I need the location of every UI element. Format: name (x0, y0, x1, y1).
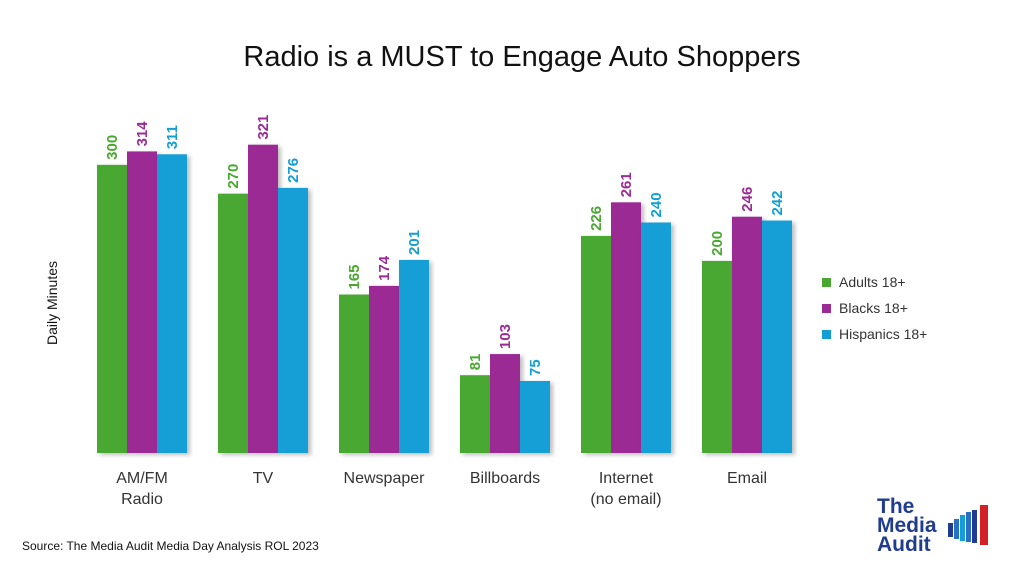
chart-title: Radio is a MUST to Engage Auto Shoppers (243, 41, 800, 73)
bar-4-2 (641, 222, 671, 453)
bar-1-2 (278, 187, 308, 454)
value-label-4-2: 240 (648, 192, 665, 217)
bar-2-1 (369, 285, 399, 453)
legend-label-1: Blacks 18+ (839, 300, 908, 316)
bars-group (97, 144, 792, 454)
category-label-4-1: (no email) (590, 491, 661, 508)
value-label-4-0: 226 (588, 206, 605, 231)
value-labels-group: 300 314 311 270 321 276 165 174 201 81 103 75 226 261… (104, 115, 786, 376)
bar-5-2 (762, 220, 792, 453)
bar-0-2 (157, 154, 187, 454)
category-label-4-0: Internet (599, 470, 654, 487)
logo-line-1: The (877, 495, 914, 518)
bar-4-1 (611, 202, 641, 453)
media-audit-logo: The Media Audit (877, 495, 988, 556)
bar-4-0 (581, 235, 611, 453)
legend-label-2: Hispanics 18+ (839, 326, 927, 342)
value-label-2-2: 201 (406, 230, 423, 255)
category-labels-group: AM/FM Radio TV Newspaper Billboards Internet (… (116, 470, 767, 508)
value-label-5-0: 200 (709, 231, 726, 256)
bar-3-1 (490, 354, 520, 453)
value-label-3-2: 75 (527, 359, 544, 376)
value-label-1-2: 276 (285, 158, 302, 183)
value-label-5-2: 242 (769, 191, 786, 216)
legend-swatch-1 (822, 304, 831, 313)
logo-line-2: Media (877, 514, 937, 537)
value-label-4-1: 261 (618, 172, 635, 197)
legend: Adults 18+ Blacks 18+ Hispanics 18+ (822, 274, 927, 342)
value-label-1-1: 321 (255, 115, 272, 140)
category-label-0-0: AM/FM (116, 470, 168, 487)
logo-bars-icon (948, 505, 988, 545)
category-label-5-0: Email (727, 470, 767, 487)
logo-line-3: Audit (877, 533, 931, 556)
bar-2-2 (399, 259, 429, 453)
category-label-1-0: TV (253, 470, 274, 487)
value-label-1-0: 270 (225, 164, 242, 189)
category-label-2-0: Newspaper (344, 470, 426, 487)
value-label-0-0: 300 (104, 135, 121, 160)
bar-3-2 (520, 380, 550, 453)
value-label-2-1: 174 (376, 255, 393, 281)
bar-5-1 (732, 216, 762, 453)
category-label-0-1: Radio (121, 491, 163, 508)
value-label-2-0: 165 (346, 264, 363, 289)
bar-1-0 (218, 193, 248, 454)
value-label-5-1: 246 (739, 187, 756, 212)
category-label-3-0: Billboards (470, 470, 540, 487)
legend-swatch-0 (822, 278, 831, 287)
bar-2-0 (339, 294, 369, 453)
y-axis-label: Daily Minutes (44, 261, 60, 345)
bar-3-0 (460, 375, 490, 453)
legend-swatch-2 (822, 330, 831, 339)
bar-0-0 (97, 164, 127, 453)
value-label-0-1: 314 (134, 121, 151, 147)
source-note: Source: The Media Audit Media Day Analys… (22, 539, 319, 553)
value-label-3-0: 81 (467, 354, 484, 371)
value-label-3-1: 103 (497, 324, 514, 349)
bar-5-0 (702, 260, 732, 453)
legend-label-0: Adults 18+ (839, 274, 906, 290)
bar-0-1 (127, 151, 157, 453)
value-label-0-2: 311 (164, 125, 181, 149)
bar-1-1 (248, 144, 278, 453)
